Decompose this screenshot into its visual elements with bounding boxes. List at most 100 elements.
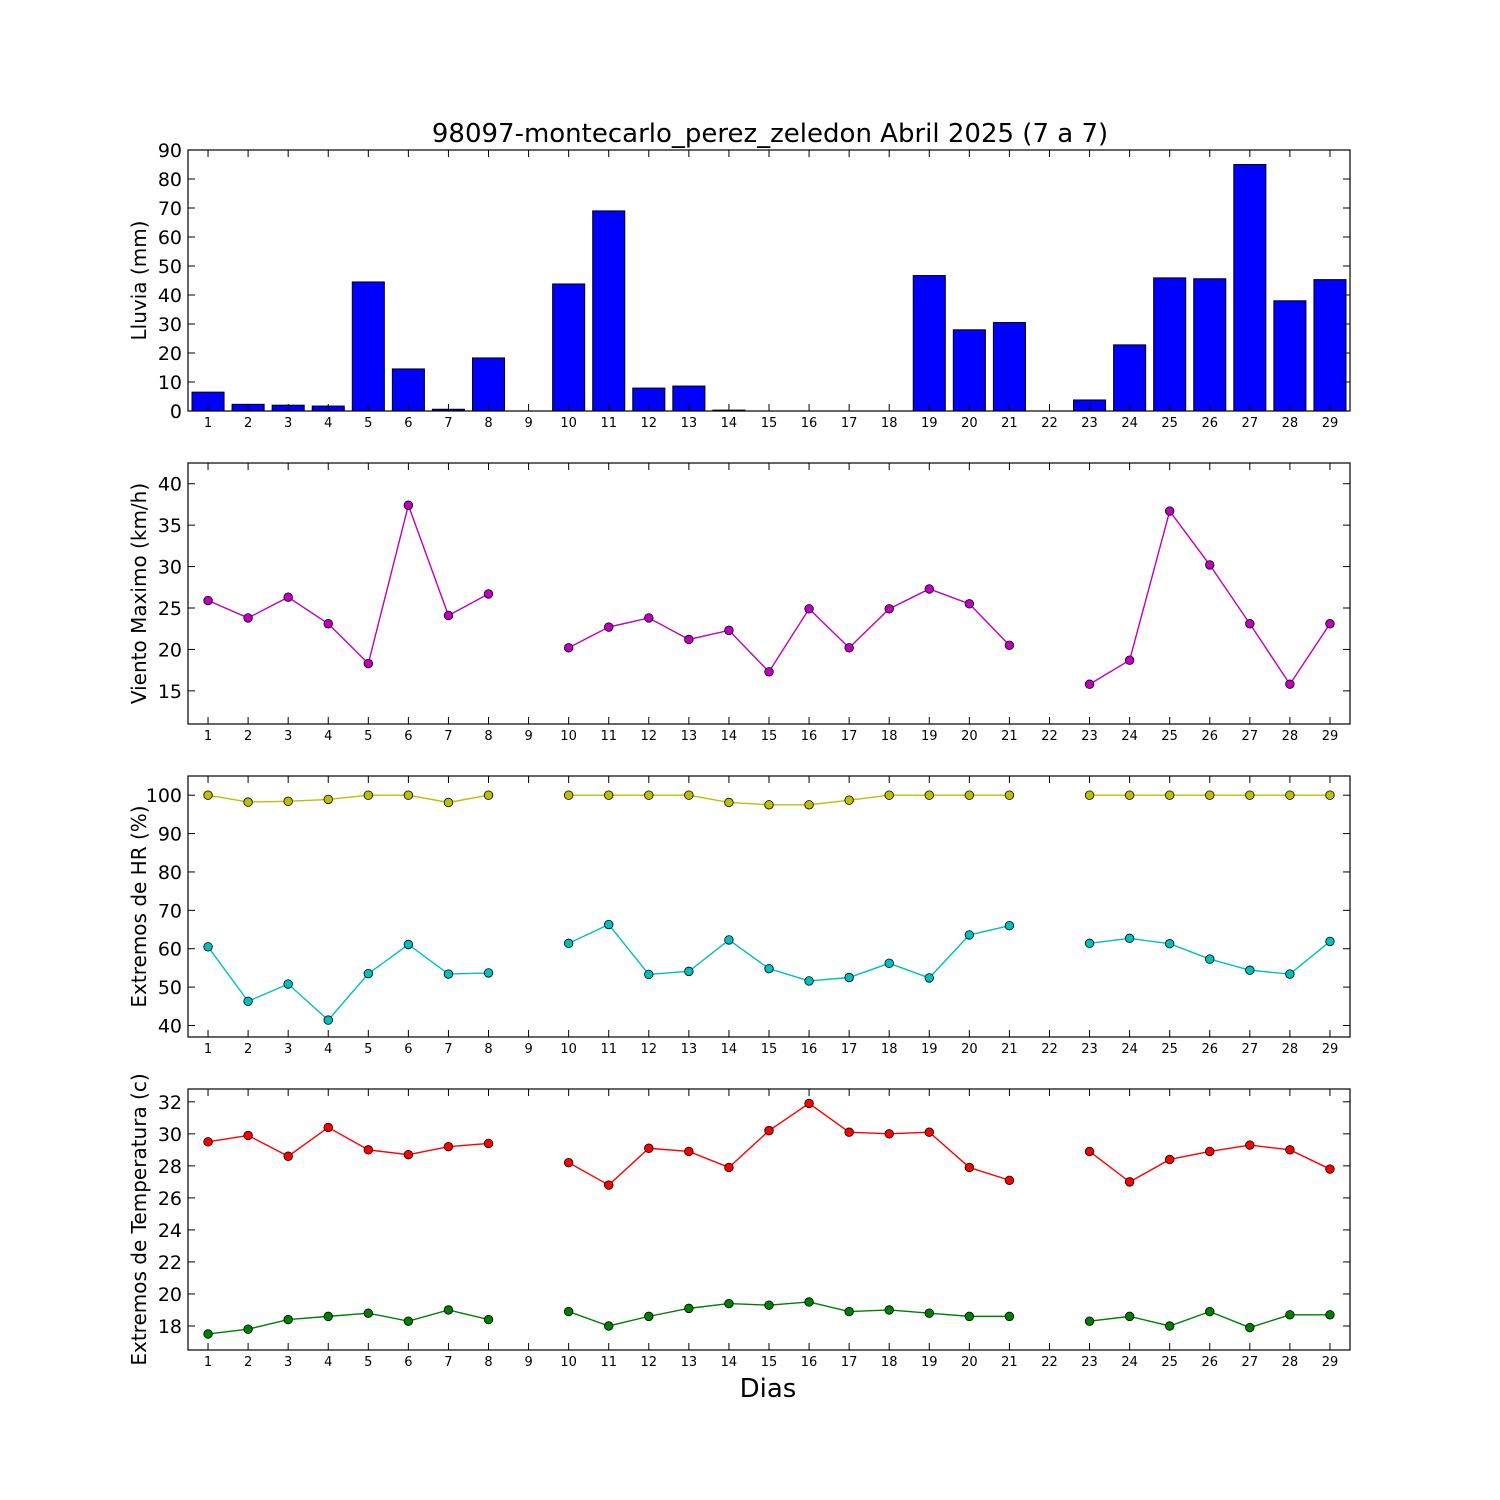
x-tick-label: 9	[524, 729, 532, 744]
plot-frame	[187, 775, 1351, 1038]
series-1-point-day-27	[1245, 619, 1255, 629]
series-1-point-day-24	[1124, 1177, 1135, 1187]
series-1-point-day-3	[283, 796, 293, 807]
y-tick-label: 90	[158, 824, 182, 846]
series-1-point-day-26	[1205, 790, 1215, 800]
x-tick-label: 13	[681, 1355, 698, 1370]
series-1-point-day-29	[1325, 1164, 1335, 1174]
series-2-point-day-8	[483, 968, 494, 978]
series-1-point-day-21	[1004, 790, 1015, 800]
series-2-point-day-17	[844, 1306, 854, 1317]
x-tick-label: 5	[364, 416, 372, 431]
x-tick-label: 26	[1201, 729, 1218, 744]
series-2-point-day-7	[443, 969, 454, 979]
series-1-point-day-1	[203, 595, 213, 606]
x-tick-label: 8	[484, 1355, 492, 1370]
series-1-point-day-18	[884, 1129, 894, 1139]
series-1-point-day-23	[1084, 790, 1095, 800]
series-1-point-day-11	[604, 622, 614, 632]
series-2-point-day-5	[363, 968, 374, 979]
series-1-point-day-11	[604, 1180, 614, 1190]
x-tick-label: 21	[1001, 1042, 1018, 1057]
x-tick-label: 6	[404, 1355, 412, 1370]
series-2-point-day-2	[243, 1324, 253, 1334]
bar-day-5	[351, 281, 385, 412]
series-2-point-day-14	[724, 1298, 734, 1309]
bar-day-11	[592, 210, 626, 412]
x-tick-label: 14	[721, 416, 738, 431]
x-tick-label: 15	[761, 729, 778, 744]
x-tick-label: 18	[881, 416, 898, 431]
series-1-point-day-17	[844, 795, 854, 805]
series-2-point-day-20	[964, 930, 975, 940]
x-tick-label: 18	[881, 1042, 898, 1057]
y-tick-label: 90	[158, 140, 182, 162]
series-1-point-day-1	[203, 1137, 213, 1147]
series-1-point-day-15	[764, 800, 774, 810]
series-1-point-day-20	[964, 790, 975, 800]
x-tick-label: 17	[841, 416, 858, 431]
x-tick-label: 22	[1041, 729, 1058, 744]
x-tick-label: 29	[1322, 1355, 1339, 1370]
series-1-point-day-16	[804, 800, 814, 810]
series-1-point-day-26	[1205, 1146, 1215, 1157]
x-tick-label: 25	[1161, 416, 1178, 431]
series-1-point-day-13	[684, 1146, 694, 1157]
series-2-point-day-1	[203, 1329, 213, 1339]
y-axis-label: Extremos de Temperatura (c)	[127, 1073, 151, 1365]
y-tick-label: 35	[158, 515, 182, 537]
series-2-point-day-26	[1205, 954, 1215, 964]
series-2-point-day-28	[1285, 969, 1295, 979]
y-tick-label: 40	[158, 285, 182, 307]
y-tick-label: 28	[158, 1156, 182, 1178]
series-2-point-day-20	[964, 1311, 975, 1322]
series-2-point-day-24	[1124, 933, 1135, 944]
series-2-point-day-28	[1285, 1310, 1295, 1320]
x-tick-label: 5	[364, 1355, 372, 1370]
series-2-point-day-27	[1245, 1322, 1255, 1333]
x-tick-label: 22	[1041, 1042, 1058, 1057]
bar-day-19	[912, 275, 946, 412]
x-tick-label: 2	[244, 1042, 252, 1057]
y-tick-label: 22	[158, 1252, 182, 1274]
x-tick-label: 6	[404, 1042, 412, 1057]
x-tick-label: 20	[961, 416, 978, 431]
series-2-point-day-6	[403, 1316, 414, 1326]
bar-day-28	[1273, 300, 1307, 412]
x-tick-label: 9	[524, 1355, 532, 1370]
series-1-point-day-18	[884, 790, 894, 800]
x-tick-label: 29	[1322, 1042, 1339, 1057]
y-tick-label: 70	[158, 900, 182, 922]
series-1-point-day-8	[483, 1138, 494, 1149]
series-2-point-day-4	[323, 1311, 333, 1322]
series-1-point-day-16	[804, 604, 814, 614]
series-1-point-day-2	[243, 1130, 253, 1141]
y-tick-label: 26	[158, 1188, 182, 1210]
x-tick-label: 18	[881, 729, 898, 744]
series-1-point-day-7	[443, 1141, 454, 1152]
series-1-point-day-12	[644, 1143, 654, 1153]
x-tick-label: 26	[1201, 1042, 1218, 1057]
series-1-point-day-12	[644, 790, 654, 800]
x-tick-label: 7	[444, 1042, 452, 1057]
x-tick-label: 3	[284, 1042, 292, 1057]
series-1-point-day-27	[1245, 1140, 1255, 1150]
series-1-point-day-10	[563, 643, 574, 653]
y-axis-label: Viento Maximo (km/h)	[127, 483, 151, 704]
x-tick-label: 19	[921, 1355, 938, 1370]
x-tick-label: 26	[1201, 416, 1218, 431]
y-axis-label: Lluvia (mm)	[127, 221, 151, 341]
series-2-point-day-29	[1325, 936, 1335, 947]
x-tick-label: 5	[364, 729, 372, 744]
x-tick-label: 3	[284, 1355, 292, 1370]
series-1-point-day-14	[724, 797, 734, 808]
series-1-point-day-17	[844, 643, 854, 653]
x-tick-label: 27	[1242, 729, 1259, 744]
x-tick-label: 1	[204, 1355, 212, 1370]
series-2-point-day-23	[1084, 1316, 1095, 1326]
series-1-point-day-3	[283, 592, 293, 602]
series-1-point-day-10	[563, 790, 574, 800]
x-tick-label: 24	[1121, 416, 1138, 431]
x-tick-label: 20	[961, 1355, 978, 1370]
